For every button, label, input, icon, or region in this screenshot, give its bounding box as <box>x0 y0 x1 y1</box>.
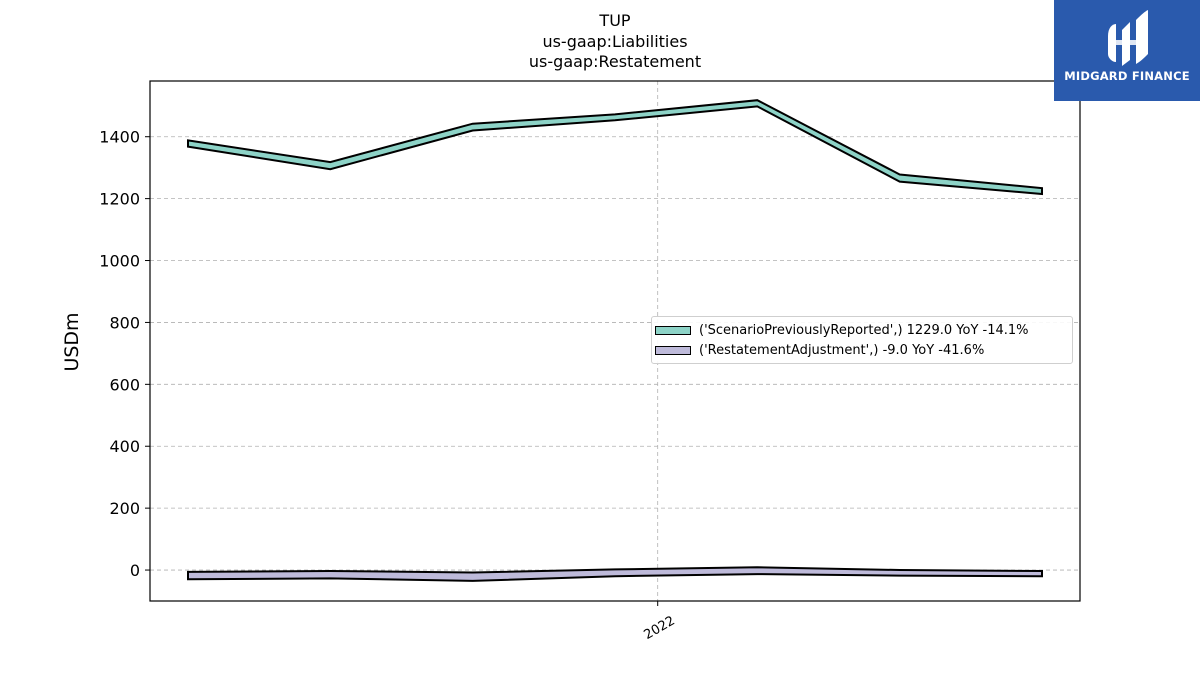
plot-frame <box>149 80 1081 602</box>
y-tick-label: 0 <box>130 561 140 580</box>
x-tick-label: 2022 <box>642 613 678 643</box>
y-tick-label: 1400 <box>99 128 140 147</box>
series-band-0 <box>187 99 1043 196</box>
series-band-1 <box>187 566 1043 582</box>
y-tick-label: 600 <box>109 375 140 394</box>
legend-item-restatement-adjustment: ('RestatementAdjustment',) -9.0 YoY -41.… <box>652 341 984 359</box>
x-axis: 2022 <box>642 601 678 643</box>
legend-item-previously-reported: ('ScenarioPreviouslyReported',) 1229.0 Y… <box>652 321 1029 339</box>
legend-swatch-restatement-adjustment <box>655 345 691 355</box>
y-tick-label: 400 <box>109 437 140 456</box>
y-tick-label: 800 <box>109 313 140 332</box>
chart-title-line-2: us-gaap:Liabilities <box>542 32 688 51</box>
y-tick-label: 200 <box>109 499 140 518</box>
grid-lines <box>150 81 1080 601</box>
chart-title-line-3: us-gaap:Restatement <box>528 52 702 71</box>
y-axis: 0 200 400 600 800 1000 1200 1400 <box>99 128 150 580</box>
legend-swatch-previously-reported <box>655 325 691 335</box>
y-axis-label: USDm <box>61 312 83 372</box>
midgard-finance-logo: MIDGARD FINANCE <box>1054 0 1200 101</box>
legend-label-restatement-adjustment: ('RestatementAdjustment',) -9.0 YoY -41.… <box>699 342 985 358</box>
legend-label-previously-reported: ('ScenarioPreviouslyReported',) 1229.0 Y… <box>699 322 1029 338</box>
midgard-logo-icon <box>1108 10 1148 66</box>
chart-title-line-1: TUP <box>599 11 631 30</box>
series-layer <box>187 99 1043 582</box>
legend: ('ScenarioPreviouslyReported',) 1229.0 Y… <box>651 316 1073 364</box>
y-tick-label: 1200 <box>99 190 140 209</box>
logo-text: MIDGARD FINANCE <box>1064 69 1190 83</box>
y-tick-label: 1000 <box>99 252 140 271</box>
